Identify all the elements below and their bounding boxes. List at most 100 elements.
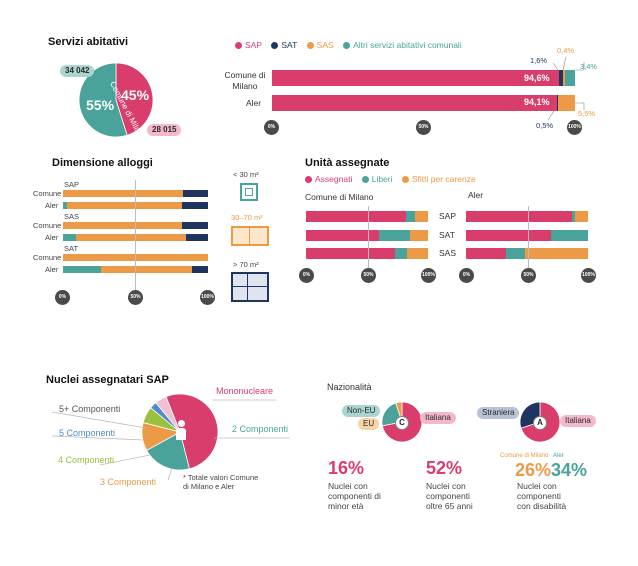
unita-bar-sat <box>306 230 428 241</box>
dim-tick-50: 50% <box>128 290 143 305</box>
segment-sat <box>558 70 564 86</box>
aler-count-pill: 34 042 <box>60 65 95 77</box>
disab-aler-label: Aler <box>553 453 564 459</box>
dim-bar <box>63 202 208 209</box>
callout-c-sat: 1,6% <box>530 56 548 65</box>
segment-altri-servizi-abitativi-comunali <box>564 70 575 86</box>
slice-5-componenti <box>155 396 181 433</box>
unita-c-tick-100: 100% <box>421 268 436 283</box>
dim-bar <box>63 266 208 273</box>
dim-group-sas: SAS <box>64 212 80 221</box>
stat-disab-text: Nuclei con componenti con disabilità <box>517 481 567 511</box>
segment--70-m- <box>192 266 208 273</box>
unita-bar-sas <box>466 248 588 259</box>
callout-c-sas: 0,4% <box>557 46 575 55</box>
naz-c-italiana: Italiana <box>420 412 456 424</box>
segment-30-70-m- <box>63 222 182 229</box>
segment-sfitti-per-carenze <box>407 248 428 259</box>
segment-30-70-m- <box>63 190 184 197</box>
segment-liberi <box>395 248 408 259</box>
disab-aler-value: 34% <box>551 460 588 480</box>
disab-comune-label: Comune di Milano <box>500 453 549 459</box>
unita-panel-comune: Comune di Milano <box>305 192 374 202</box>
segment--30-m- <box>63 234 77 241</box>
nuclei-label-3: 3 Componenti <box>100 477 157 487</box>
nuclei-label-5: 5 Componenti <box>59 428 116 438</box>
segment-sat <box>556 95 559 111</box>
dim-bar <box>63 190 208 197</box>
servizi-tick-100: 100% <box>567 120 582 135</box>
segment--70-m- <box>181 222 208 229</box>
segment--30-m- <box>63 266 101 273</box>
segment-sfitti-per-carenze <box>414 211 428 222</box>
slice-mononucleare <box>165 393 219 470</box>
segment-assegnati <box>466 248 507 259</box>
unita-a-tick-50: 50% <box>521 268 536 283</box>
dim-tick-0: 0% <box>55 290 70 305</box>
servizi-title: Servizi abitativi <box>48 36 129 48</box>
legend-sas: SAS <box>306 40 334 50</box>
slice-aler <box>78 62 128 138</box>
unita-title: Unità assegnate <box>305 157 390 169</box>
slice-comune-di-milano <box>115 62 154 136</box>
unita-bar-sap <box>466 211 588 222</box>
naz-a-straniera: Straniera <box>477 407 520 419</box>
dim-bar <box>63 234 208 241</box>
segment--30-m- <box>63 202 68 209</box>
segment-sfitti-per-carenze <box>574 211 588 222</box>
segment-liberi <box>551 230 588 241</box>
size-label-large: > 70 m² <box>233 260 259 269</box>
unita-row-label-sat: SAT <box>439 230 455 240</box>
unita-c-tick-50: 50% <box>361 268 376 283</box>
dim-grid-50 <box>135 180 136 290</box>
segment-sap <box>272 70 559 86</box>
segment-assegnati <box>306 248 396 259</box>
naz-a-italiana: Italiana <box>560 415 596 427</box>
servizi-pie <box>78 62 154 138</box>
dim-row-label: Aler <box>45 201 59 210</box>
legend-sat: SAT <box>271 40 297 50</box>
slice-2-componenti <box>146 431 190 471</box>
stat-minori-text: Nuclei con componenti di minor età <box>328 481 381 511</box>
segment-liberi <box>379 230 410 241</box>
segment-sfitti-per-carenze <box>409 230 428 241</box>
size-label-mid: 30–70 m² <box>231 213 263 222</box>
segment-sap <box>272 95 557 111</box>
callout-a-sas: 5,5% <box>578 109 596 118</box>
naz-title: Nazionalità <box>327 382 372 392</box>
dim-row-label: Aler <box>45 233 59 242</box>
segment-assegnati <box>306 230 380 241</box>
legend-sap: SAP <box>235 40 262 50</box>
disab-comune-value: 26% <box>515 460 552 480</box>
legend-assegnati: Assegnati <box>305 174 352 184</box>
unita-bar-sap <box>306 211 428 222</box>
aler-sap-label: 94,1% <box>524 97 550 107</box>
segment-liberi <box>406 211 415 222</box>
pie-pct-comune: 45% <box>121 87 150 103</box>
unita-bar-sat <box>466 230 588 241</box>
segment--70-m- <box>181 202 208 209</box>
unita-row-label-sas: SAS <box>439 248 457 258</box>
dim-bar <box>63 222 208 229</box>
legend-liberi: Liberi <box>361 174 393 184</box>
size-label-small: < 30 m² <box>233 170 259 179</box>
segment--70-m- <box>186 234 208 241</box>
servizi-row-comune: Comune di Milano <box>224 70 266 91</box>
unita-legend: Assegnati Liberi Sfitti per carenze <box>305 174 483 184</box>
dim-row-label: Aler <box>45 265 59 274</box>
unita-a-tick-100: 100% <box>581 268 596 283</box>
unita-c-grid <box>368 206 369 268</box>
segment-sas <box>563 70 565 86</box>
servizi-bar-comune <box>272 70 575 86</box>
stat-anziani-text: Nuclei con componenti oltre 65 anni <box>426 481 473 511</box>
dim-row-label: Comune <box>33 189 62 198</box>
nuclei-note: * Totale valori Comune di Milano e Aler <box>183 473 259 491</box>
stat-anziani-value: 52% <box>426 458 463 478</box>
size-icon-mid <box>231 226 269 246</box>
servizi-tick-50: 50% <box>416 120 431 135</box>
nuclei-leader-lines <box>51 399 290 481</box>
segment-assegnati <box>466 230 552 241</box>
naz-a-letter: A <box>533 416 547 430</box>
pie-pct-aler: 55% <box>86 97 115 113</box>
person-icon <box>175 420 187 444</box>
